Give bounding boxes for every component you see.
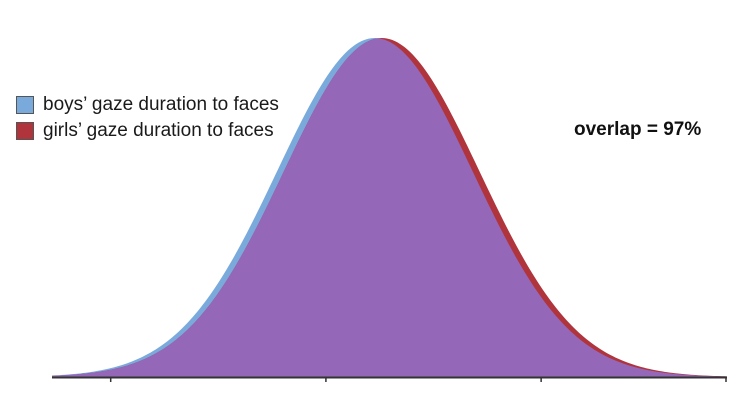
legend-item-girls: girls’ gaze duration to faces <box>16 118 279 144</box>
legend-label-girls: girls’ gaze duration to faces <box>43 120 274 141</box>
x-axis-ticks <box>109 377 727 382</box>
legend-item-boys: boys’ gaze duration to faces <box>16 92 279 118</box>
legend: boys’ gaze duration to faces girls’ gaze… <box>16 92 279 144</box>
overlap-area <box>52 38 727 377</box>
legend-swatch-boys <box>16 96 34 114</box>
overlap-annotation: overlap = 97% <box>574 119 702 140</box>
legend-swatch-girls <box>16 122 34 140</box>
legend-label-boys: boys’ gaze duration to faces <box>43 94 279 115</box>
